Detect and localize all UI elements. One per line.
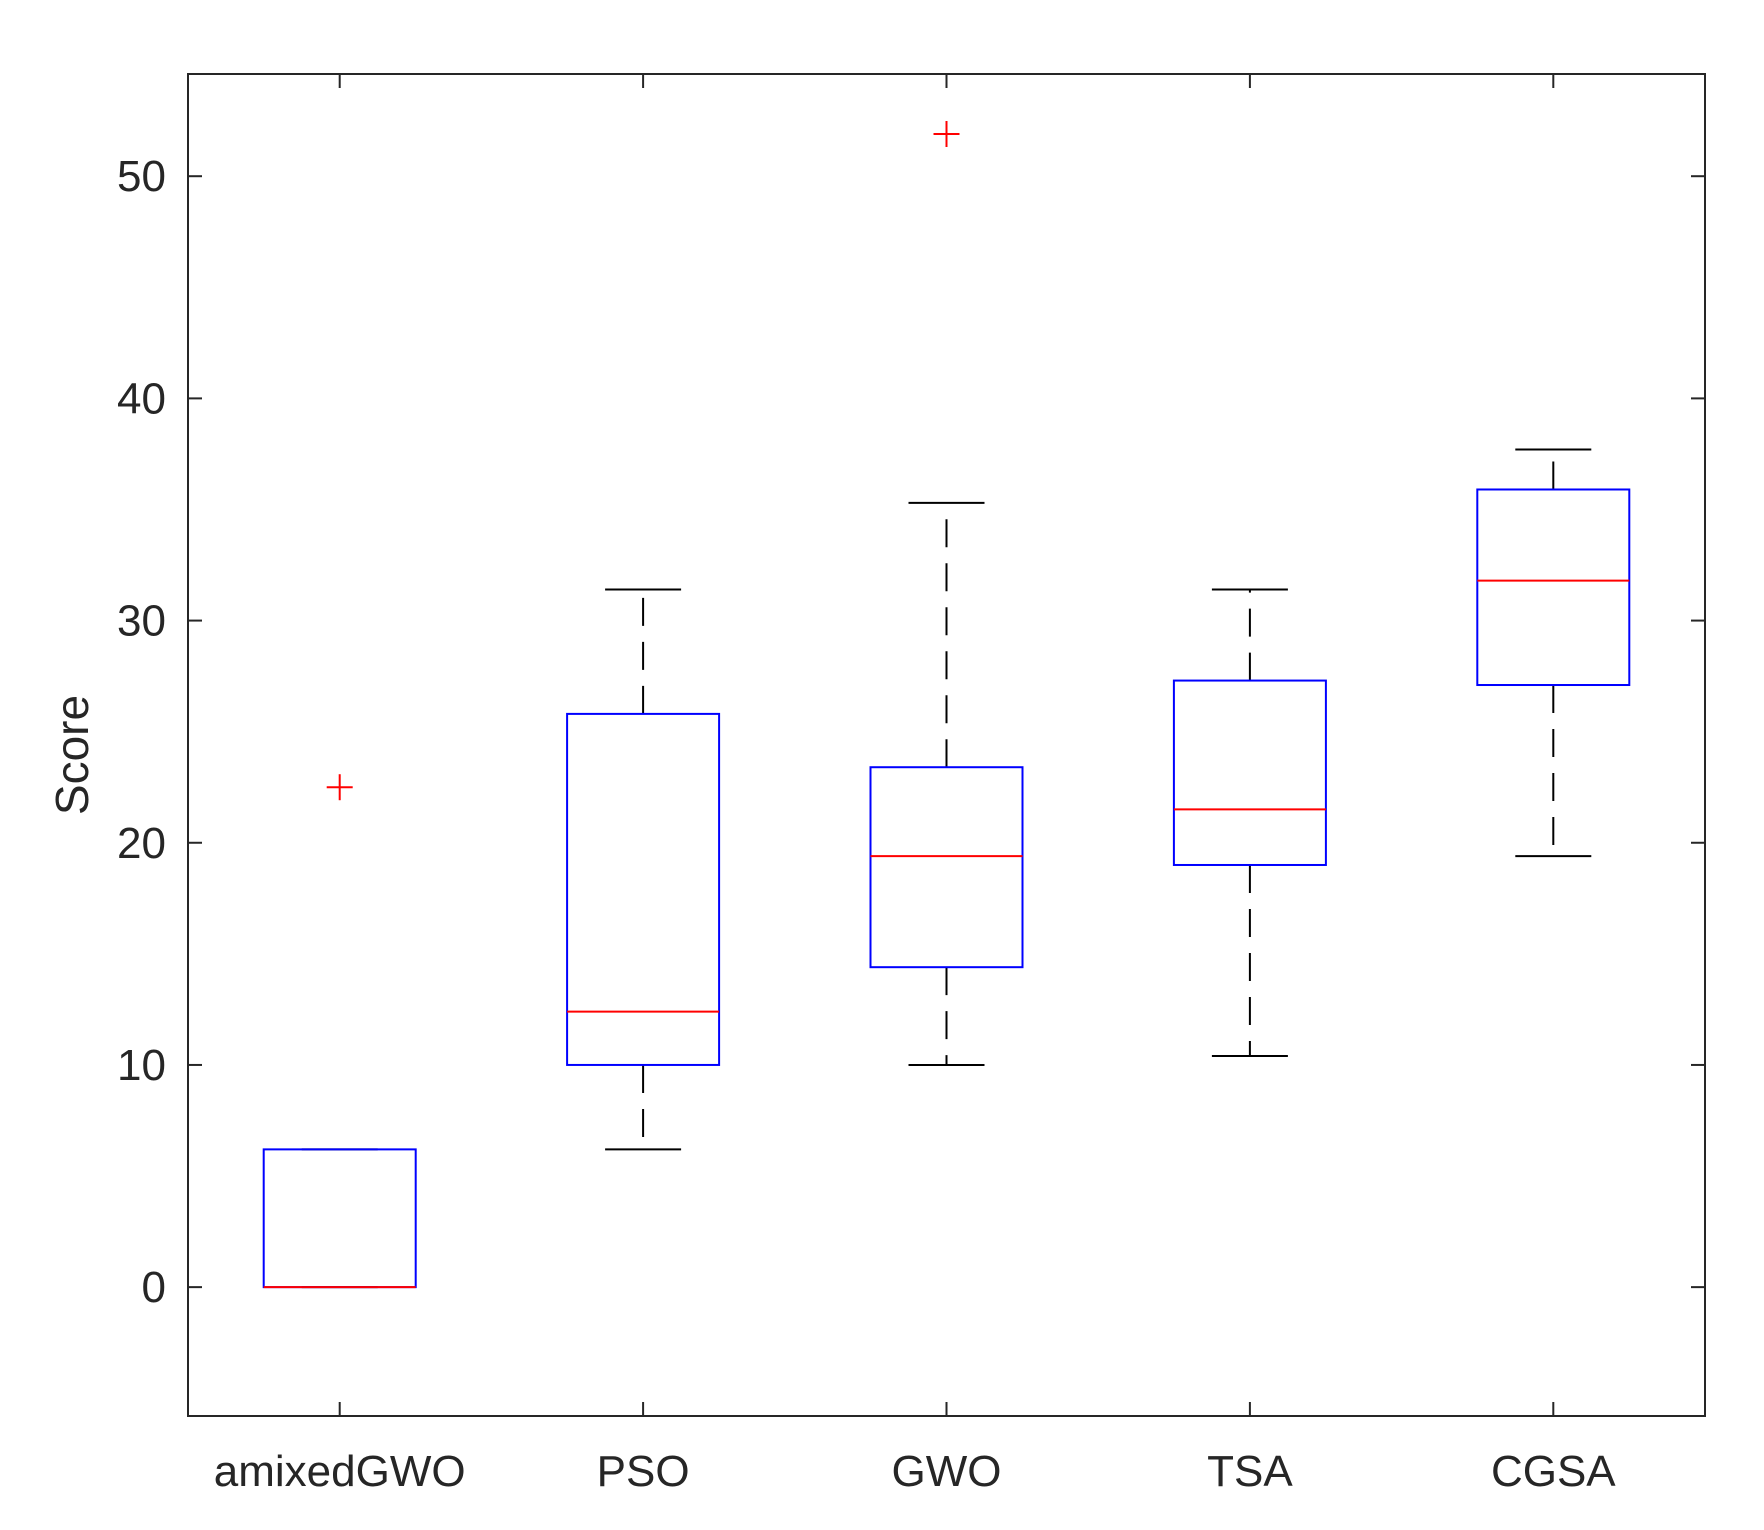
x-tick-label: amixedGWO bbox=[214, 1447, 466, 1496]
box-amixedGWO bbox=[262, 774, 417, 1289]
x-tick-label: PSO bbox=[597, 1447, 690, 1496]
axis-labels: 0 10 20 30 40 50 amixedGWO PSO GWO TSA CGSA bbox=[117, 152, 1616, 1496]
y-tick-label: 10 bbox=[117, 1041, 166, 1090]
x-tick-label: TSA bbox=[1207, 1447, 1293, 1496]
iqr-box bbox=[1172, 679, 1327, 866]
y-tick-label: 0 bbox=[142, 1263, 166, 1312]
box-CGSA bbox=[1476, 448, 1631, 858]
y-tick-label: 50 bbox=[117, 152, 166, 201]
iqr-box bbox=[869, 766, 1024, 969]
y-tick-label: 40 bbox=[117, 374, 166, 423]
y-tick-label: 30 bbox=[117, 597, 166, 646]
y-tick-label: 20 bbox=[117, 819, 166, 868]
plot-area-frame bbox=[187, 73, 1706, 1417]
outlier-marker bbox=[933, 120, 960, 147]
box-series bbox=[262, 120, 1631, 1289]
box-GWO bbox=[869, 120, 1024, 1066]
x-tick-label: GWO bbox=[892, 1447, 1002, 1496]
box-PSO bbox=[566, 588, 721, 1151]
x-tick-label: CGSA bbox=[1491, 1447, 1616, 1496]
axis-ticks bbox=[188, 74, 1705, 1416]
iqr-box bbox=[566, 712, 721, 1066]
box-TSA bbox=[1172, 588, 1327, 1058]
iqr-box bbox=[1476, 488, 1631, 687]
outlier-marker bbox=[326, 774, 353, 801]
y-axis-label: Score bbox=[46, 695, 98, 815]
